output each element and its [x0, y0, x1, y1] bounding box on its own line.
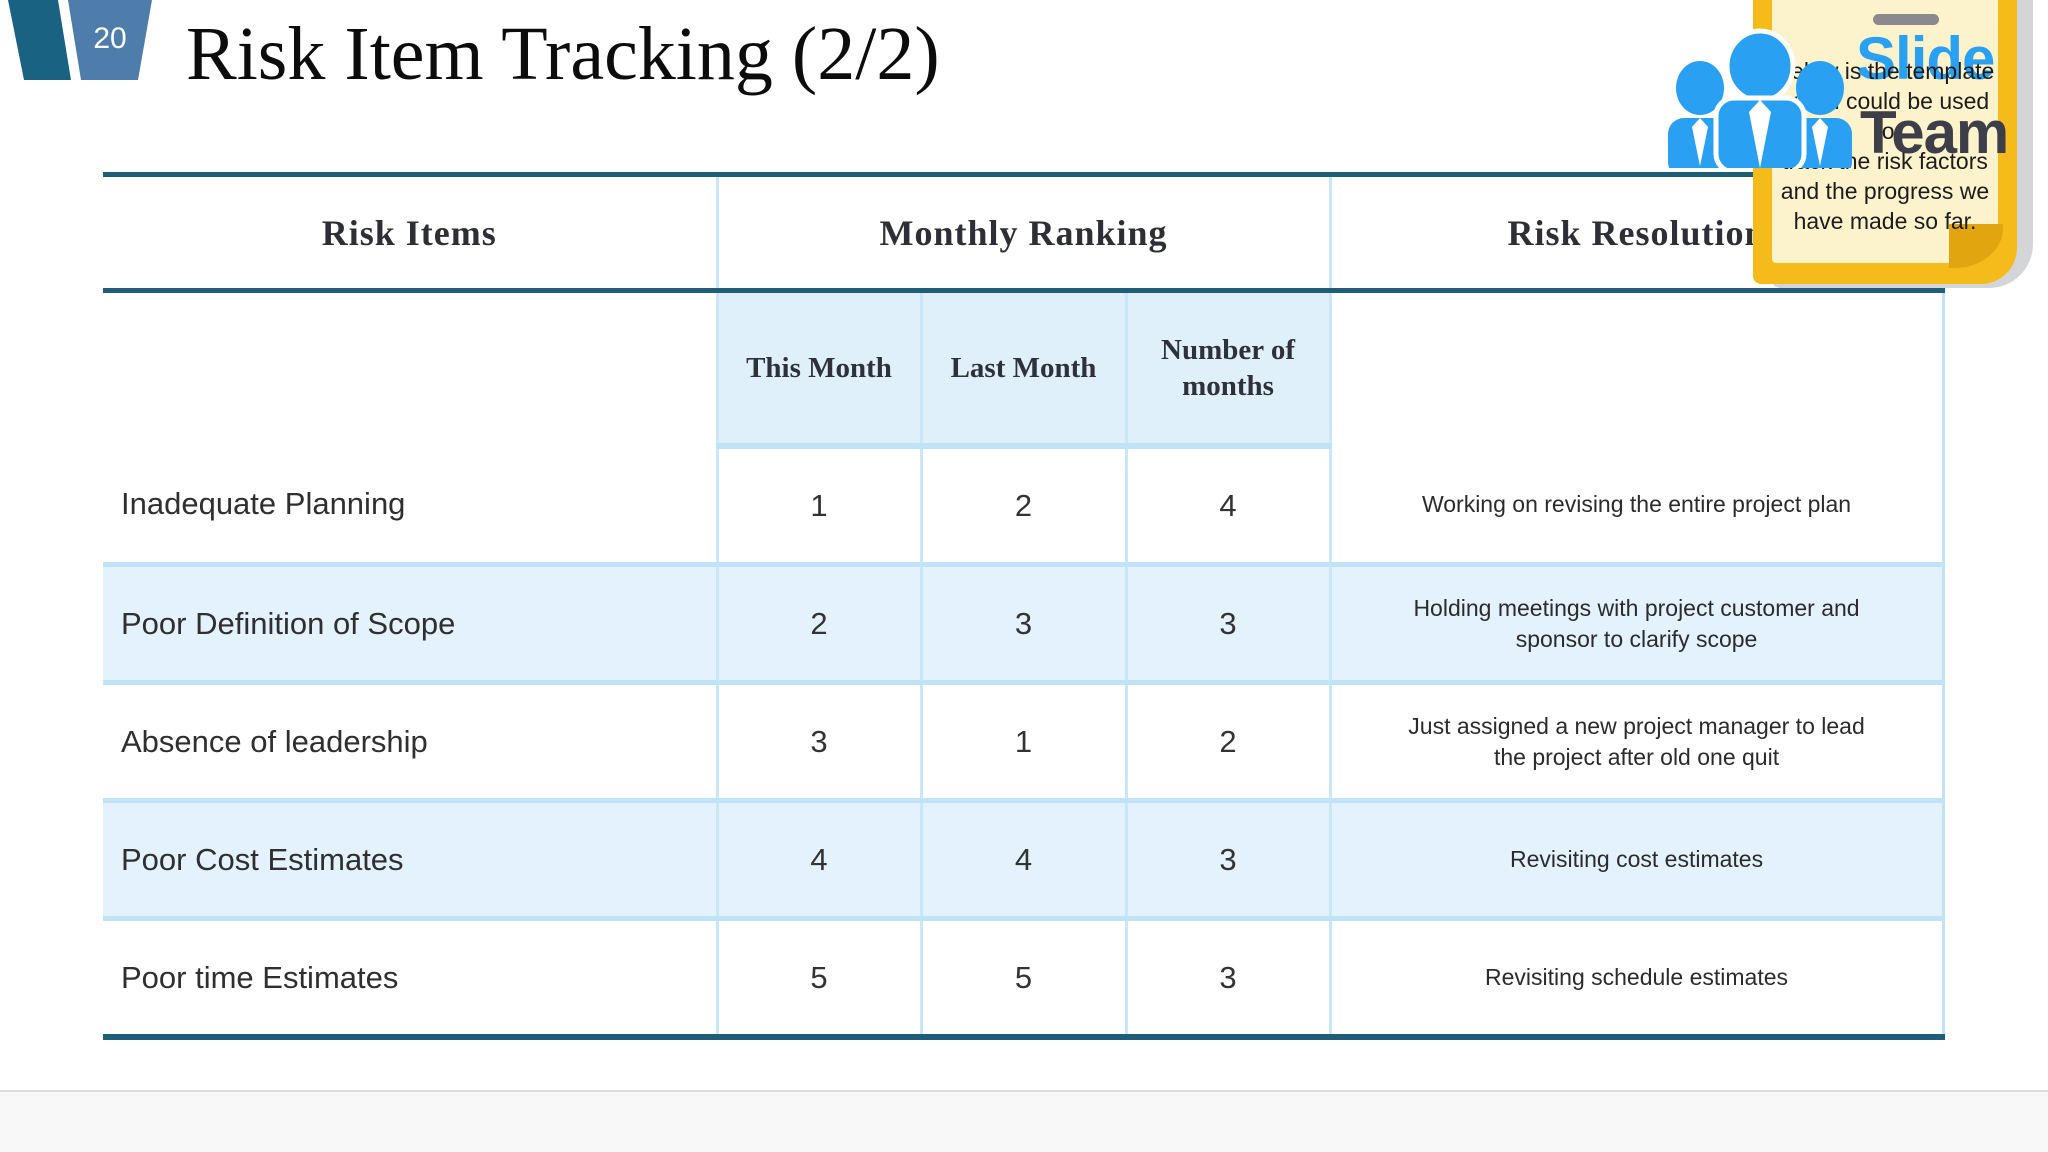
logo-word-slide: Slide [1856, 25, 1995, 92]
this-month-cell: 1 [715, 446, 921, 565]
header-risk-items: Risk Items [103, 174, 717, 293]
table-header-row: Risk Items Monthly Ranking Risk Resoluti… [103, 174, 1945, 293]
last-month-cell: 2 [919, 446, 1126, 565]
footer-band [0, 1090, 2048, 1152]
risk-item-cell: Poor Definition of Scope [103, 562, 717, 683]
subheader-this-month: This Month [715, 290, 921, 449]
subheader-number-of-months: Number of months [1124, 290, 1331, 449]
risk-resolution-cell: Holding meetings with project customer a… [1328, 562, 1945, 683]
sticky-note [1753, 0, 2017, 284]
risk-item-cell: Poor Cost Estimates [103, 798, 717, 919]
badge-ribbon-icon [8, 0, 152, 80]
page-title: Risk Item Tracking (2/2) [186, 12, 940, 96]
three-people-with-ties-icon [1668, 28, 1852, 168]
subheader-empty-cell [1328, 290, 1945, 446]
risk-tracking-table: Risk Items Monthly Ranking Risk Resoluti… [103, 172, 1945, 1040]
number-of-months-cell: 3 [1124, 562, 1331, 683]
risk-resolution-cell: Revisiting schedule estimates [1328, 916, 1945, 1037]
sticky-note-clip-icon [1873, 14, 1939, 25]
risk-item-cell: Inadequate Planning [103, 446, 717, 565]
table-subheader-row: This Month Last Month Number of months [103, 290, 1945, 449]
number-of-months-cell: 4 [1124, 446, 1331, 565]
subheader-last-month: Last Month [919, 290, 1126, 449]
this-month-cell: 4 [715, 798, 921, 919]
last-month-cell: 5 [919, 916, 1126, 1037]
risk-resolution-cell: Revisiting cost estimates [1328, 798, 1945, 919]
risk-item-cell: Absence of leadership [103, 680, 717, 801]
number-of-months-cell: 2 [1124, 680, 1331, 801]
note-line: have made so far. [1793, 208, 1977, 234]
table-row: Poor Definition of Scope 2 3 3 Holding m… [103, 562, 1945, 683]
risk-resolution-cell: Just assigned a new project manager to l… [1328, 680, 1945, 801]
last-month-cell: 1 [919, 680, 1126, 801]
logo-word-team: Team [1860, 99, 2009, 166]
this-month-cell: 2 [715, 562, 921, 683]
note-line: and the progress we [1780, 178, 1990, 204]
slide-number-badge: 20 [0, 0, 170, 84]
table-row: Poor time Estimates 5 5 3 Revisiting sch… [103, 916, 1945, 1037]
risk-item-cell: Poor time Estimates [103, 916, 717, 1037]
table-row: Inadequate Planning 1 2 4 Working on rev… [103, 446, 1945, 565]
number-of-months-cell: 3 [1124, 798, 1331, 919]
slide-number: 20 [93, 22, 127, 55]
last-month-cell: 4 [919, 798, 1126, 919]
this-month-cell: 5 [715, 916, 921, 1037]
last-month-cell: 3 [919, 562, 1126, 683]
risk-resolution-cell: Working on revising the entire project p… [1328, 446, 1945, 565]
number-of-months-cell: 3 [1124, 916, 1331, 1037]
table-row: Poor Cost Estimates 4 4 3 Revisiting cos… [103, 798, 1945, 919]
table-row: Absence of leadership 3 1 2 Just assigne… [103, 680, 1945, 801]
this-month-cell: 3 [715, 680, 921, 801]
header-monthly-ranking: Monthly Ranking [715, 174, 1331, 293]
subheader-empty-cell [103, 290, 717, 446]
